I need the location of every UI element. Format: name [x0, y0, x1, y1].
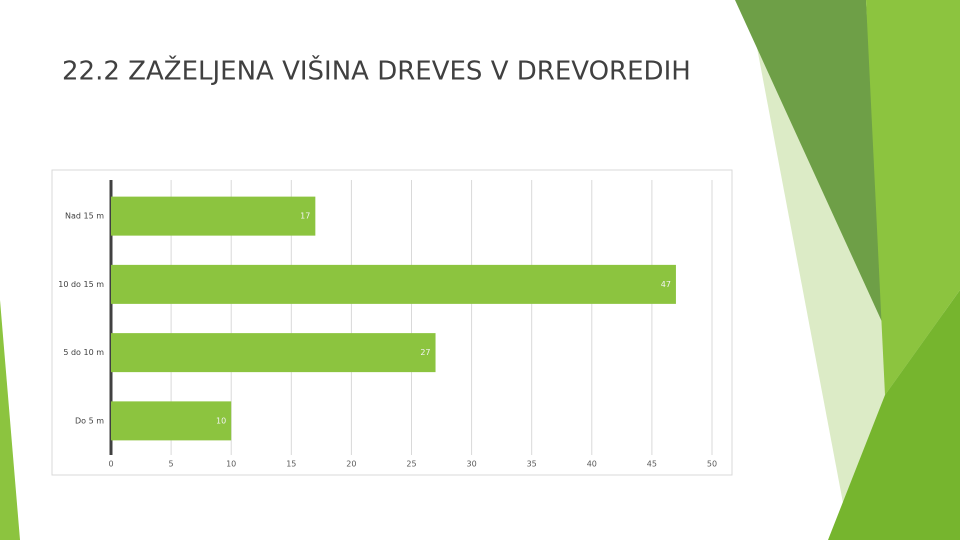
x-tick-label: 50 — [707, 460, 717, 469]
data-label: 27 — [420, 348, 430, 357]
deco-bright — [866, 0, 960, 395]
data-label: 47 — [661, 280, 671, 289]
x-tick-label: 35 — [527, 460, 537, 469]
data-label: 17 — [300, 212, 310, 221]
x-tick-label: 15 — [286, 460, 296, 469]
x-tick-label: 10 — [226, 460, 236, 469]
deco-dark — [735, 0, 888, 335]
chart-title: 22.2 ZAŽELJENA VIŠINA DREVES V DREVOREDI… — [62, 55, 691, 87]
x-tick-label: 0 — [108, 460, 113, 469]
x-tick-label: 45 — [647, 460, 657, 469]
data-label: 10 — [216, 416, 226, 425]
y-tick-label: 10 do 15 m — [58, 280, 104, 289]
bar — [111, 264, 676, 304]
deco-left — [0, 300, 20, 540]
bar — [111, 401, 232, 441]
x-tick-label: 30 — [467, 460, 477, 469]
y-tick-label: 5 do 10 m — [63, 348, 104, 357]
x-tick-label: 25 — [406, 460, 416, 469]
deco-mid — [828, 290, 960, 540]
y-tick-label: Do 5 m — [75, 416, 104, 425]
x-tick-label: 5 — [169, 460, 174, 469]
x-tick-label: 20 — [346, 460, 356, 469]
bar — [111, 333, 436, 373]
bar — [111, 196, 316, 236]
y-tick-label: Nad 15 m — [65, 212, 104, 221]
x-tick-label: 40 — [587, 460, 597, 469]
